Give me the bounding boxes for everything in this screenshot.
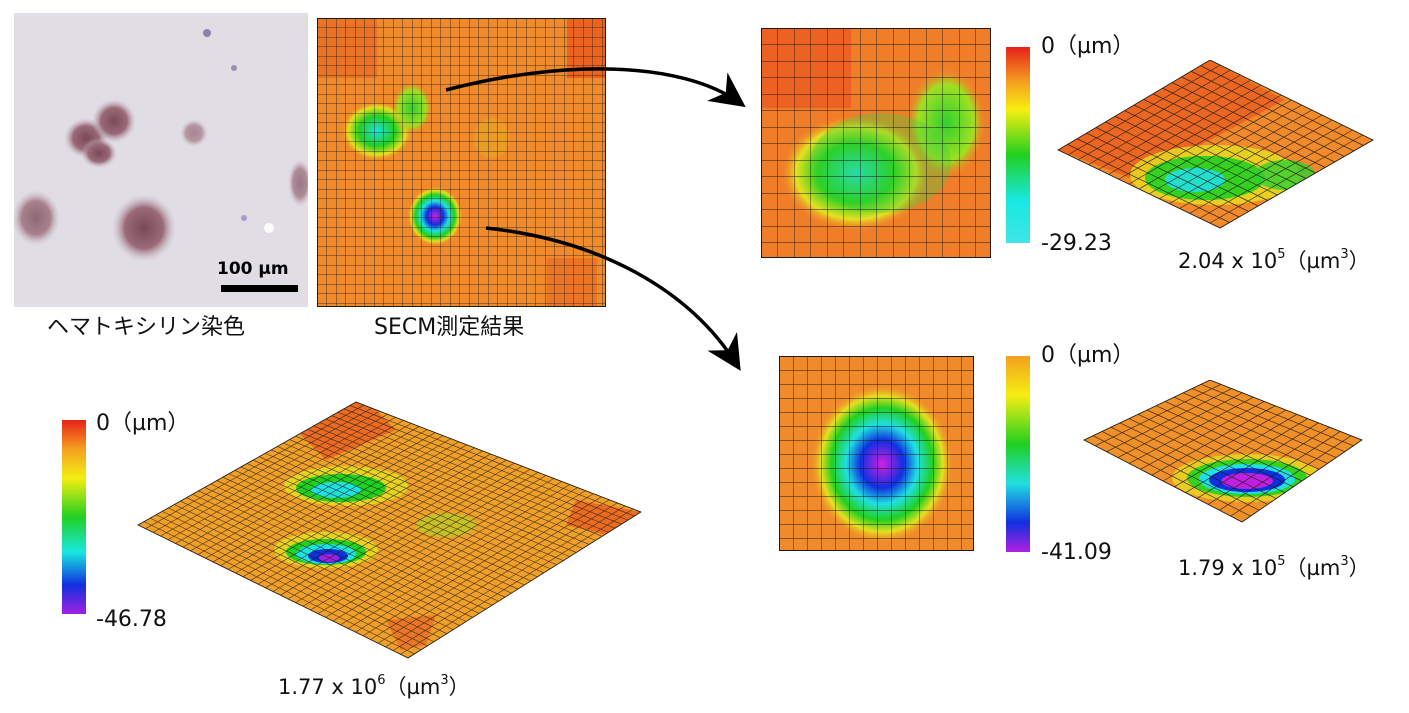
top-detail-heatmap-svg bbox=[761, 28, 991, 258]
bottom-scale-max: 0（µm） bbox=[1041, 343, 1135, 368]
overall-color-scale bbox=[62, 420, 86, 614]
overall-scale-max: 0（µm） bbox=[96, 411, 190, 436]
secm-heatmap-svg bbox=[317, 18, 606, 307]
secm-heatmap bbox=[317, 18, 606, 307]
bottom-color-scale bbox=[1006, 356, 1030, 552]
arrow-top bbox=[445, 67, 746, 108]
scale-bar-label: 100 µm bbox=[217, 259, 289, 279]
arrow-bottom bbox=[485, 226, 741, 371]
overall-3d-surface bbox=[137, 401, 642, 659]
bottom-3d-surface bbox=[1083, 380, 1363, 523]
stain-micrograph bbox=[12, 13, 312, 307]
stain-caption: ヘマトキシリン染色 bbox=[47, 315, 246, 340]
bottom-scale-min: -41.09 bbox=[1041, 540, 1112, 565]
overall-scale-min: -46.78 bbox=[96, 607, 167, 632]
top-scale-max: 0（µm） bbox=[1041, 34, 1135, 59]
overall-volume: 1.77 x 106（µm3） bbox=[278, 673, 470, 699]
top-volume: 2.04 x 105（µm3） bbox=[1178, 247, 1370, 273]
top-color-scale bbox=[1006, 47, 1030, 243]
top-scale-min: -29.23 bbox=[1041, 231, 1112, 256]
top-detail-heatmap bbox=[761, 28, 991, 258]
stain-image: 100 µm bbox=[12, 13, 312, 307]
top-3d-surface bbox=[1057, 60, 1374, 229]
bottom-detail-heatmap bbox=[779, 356, 974, 551]
secm-caption: SECM測定結果 bbox=[374, 315, 525, 340]
bottom-detail-heatmap-svg bbox=[779, 356, 974, 551]
bottom-volume: 1.79 x 105（µm3） bbox=[1178, 554, 1370, 580]
